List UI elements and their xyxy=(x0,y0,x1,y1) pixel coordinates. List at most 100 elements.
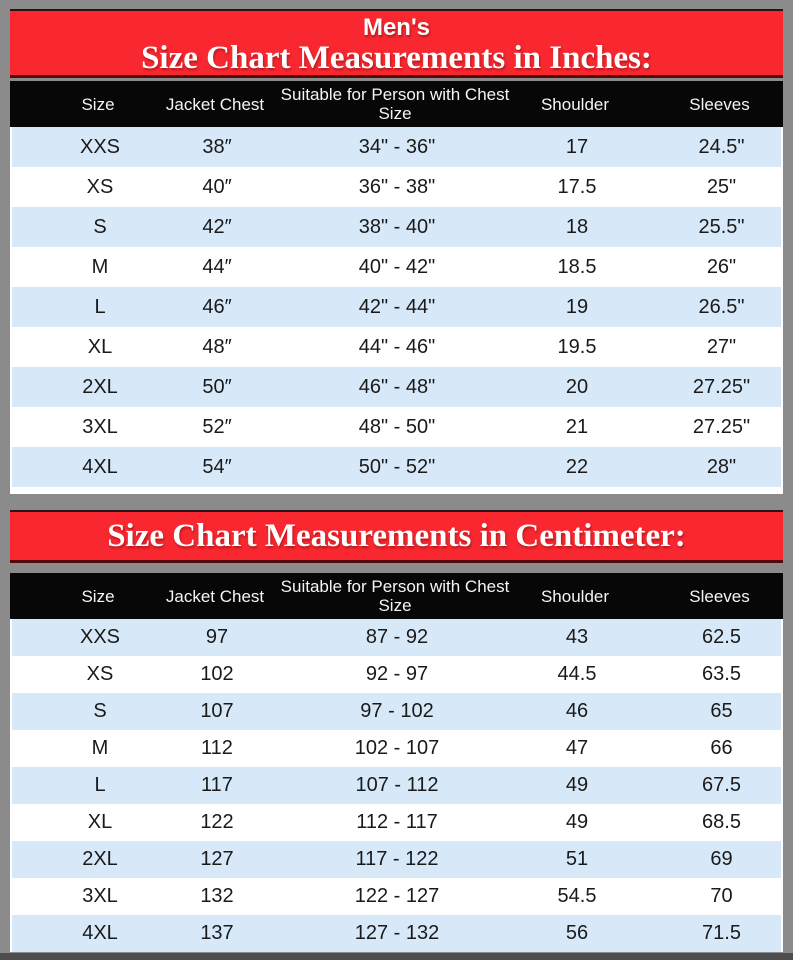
chest-range-cell: 46" - 48" xyxy=(358,375,436,398)
size-cell: 2XL xyxy=(82,375,118,398)
size-cell: XL xyxy=(87,811,113,833)
table-row: 3XL 132 122 - 127 54.5 70 xyxy=(12,878,781,915)
chest-range-cell: 42" - 44" xyxy=(358,295,436,318)
shoulder-cell: 49 xyxy=(565,811,589,833)
table-row: M 44″ 40" - 42" 18.5 26" xyxy=(12,247,781,287)
shoulder-cell: 18.5 xyxy=(557,255,597,278)
sleeves-cell: 26.5" xyxy=(698,295,745,318)
cm-table-header: Size Jacket Chest Suitable for Person wi… xyxy=(10,573,783,619)
table-row: XL 122 112 - 117 49 68.5 xyxy=(12,804,781,841)
table-row: L 117 107 - 112 49 67.5 xyxy=(12,767,781,804)
jacket-chest-cell: 117 xyxy=(201,774,233,796)
sleeves-cell: 63.5 xyxy=(702,663,741,685)
jacket-chest-cell: 48″ xyxy=(202,335,232,358)
chest-range-cell: 87 - 92 xyxy=(365,626,429,648)
shoulder-cell: 54.5 xyxy=(557,885,597,907)
table-row: XXS 38″ 34" - 36" 17 24.5" xyxy=(12,127,781,167)
chest-range-cell: 112 - 117 xyxy=(356,811,438,833)
table-row: L 46″ 42" - 44" 19 26.5" xyxy=(12,287,781,327)
column-header-sleeves: Sleeves xyxy=(689,586,750,606)
shoulder-cell: 17.5 xyxy=(557,175,597,198)
jacket-chest-cell: 127 xyxy=(200,848,234,870)
jacket-chest-cell: 122 xyxy=(200,811,234,833)
size-cell: L xyxy=(94,295,106,318)
jacket-chest-cell: 102 xyxy=(200,663,234,685)
shoulder-cell: 19.5 xyxy=(557,335,597,358)
inches-banner-title: Size Chart Measurements in Inches: xyxy=(141,40,652,76)
shoulder-cell: 21 xyxy=(565,415,589,438)
cm-banner-title: Size Chart Measurements in Centimeter: xyxy=(107,518,686,554)
table-row: XS 40″ 36" - 38" 17.5 25" xyxy=(12,167,781,207)
column-header-sleeves: Sleeves xyxy=(689,94,750,114)
cm-table-body: XXS 97 87 - 92 43 62.5 XS 102 92 - 97 44… xyxy=(10,619,783,952)
shoulder-cell: 56 xyxy=(565,922,589,944)
sleeves-cell: 62.5 xyxy=(702,626,741,648)
jacket-chest-cell: 40″ xyxy=(202,175,232,198)
shoulder-cell: 44.5 xyxy=(557,663,597,685)
sleeves-cell: 25" xyxy=(706,175,737,198)
sleeves-cell: 27.25" xyxy=(692,375,751,398)
column-header-shoulder: Shoulder xyxy=(540,94,610,114)
size-cell: M xyxy=(91,737,109,759)
column-header-shoulder: Shoulder xyxy=(540,586,610,606)
chest-range-cell: 97 - 102 xyxy=(360,700,434,722)
shoulder-cell: 22 xyxy=(565,455,589,478)
chest-range-cell: 107 - 112 xyxy=(355,774,439,796)
table-row: XS 102 92 - 97 44.5 63.5 xyxy=(12,656,781,693)
chest-range-cell: 34" - 36" xyxy=(358,135,436,158)
size-cell: XXS xyxy=(79,626,121,648)
column-header-chest-range: Suitable for Person with Chest Size xyxy=(280,85,510,123)
chest-range-cell: 122 - 127 xyxy=(354,885,440,907)
table-row: S 107 97 - 102 46 65 xyxy=(12,693,781,730)
column-header-jacket-chest: Jacket Chest xyxy=(165,94,265,114)
inches-banner-subtitle: Men's xyxy=(362,14,431,41)
sleeves-cell: 27" xyxy=(706,335,737,358)
shoulder-cell: 18 xyxy=(565,215,589,238)
size-cell: 4XL xyxy=(82,922,118,944)
column-header-size: Size xyxy=(81,586,115,606)
table-row: S 42″ 38" - 40" 18 25.5" xyxy=(12,207,781,247)
chest-range-cell: 92 - 97 xyxy=(365,663,429,685)
sleeves-cell: 25.5" xyxy=(698,215,745,238)
shoulder-cell: 46 xyxy=(565,700,589,722)
jacket-chest-cell: 112 xyxy=(201,737,233,759)
chest-range-cell: 38" - 40" xyxy=(358,215,436,238)
chest-range-cell: 117 - 122 xyxy=(355,848,439,870)
table-row: 4XL 54″ 50" - 52" 22 28" xyxy=(12,447,781,487)
chest-range-cell: 40" - 42" xyxy=(358,255,436,278)
size-cell: M xyxy=(91,255,109,278)
size-cell: 3XL xyxy=(82,885,118,907)
sleeves-cell: 67.5 xyxy=(702,774,741,796)
chest-range-cell: 127 - 132 xyxy=(354,922,440,944)
table-row: 2XL 50″ 46" - 48" 20 27.25" xyxy=(12,367,781,407)
size-cell: XL xyxy=(87,335,113,358)
column-header-chest-range: Suitable for Person with Chest Size xyxy=(280,577,510,615)
jacket-chest-cell: 38″ xyxy=(202,135,232,158)
column-header-size: Size xyxy=(81,94,115,114)
jacket-chest-cell: 132 xyxy=(200,885,234,907)
size-cell: S xyxy=(93,700,107,722)
chest-range-cell: 50" - 52" xyxy=(358,455,436,478)
jacket-chest-cell: 50″ xyxy=(202,375,232,398)
chest-range-cell: 102 - 107 xyxy=(354,737,440,759)
inches-banner: Men's Size Chart Measurements in Inches: xyxy=(10,9,783,78)
sleeves-cell: 68.5 xyxy=(702,811,741,833)
size-cell: 3XL xyxy=(82,415,118,438)
size-cell: 2XL xyxy=(82,848,118,870)
sleeves-cell: 66 xyxy=(710,737,733,759)
shoulder-cell: 51 xyxy=(565,848,589,870)
shoulder-cell: 49 xyxy=(565,774,589,796)
sleeves-cell: 24.5" xyxy=(698,135,745,158)
size-cell: XS xyxy=(86,663,114,685)
sleeves-cell: 69 xyxy=(710,848,733,870)
size-cell: S xyxy=(93,215,107,238)
table-row: XXS 97 87 - 92 43 62.5 xyxy=(12,619,781,656)
shoulder-cell: 17 xyxy=(565,135,589,158)
shoulder-cell: 19 xyxy=(565,295,589,318)
column-header-jacket-chest: Jacket Chest xyxy=(165,586,265,606)
jacket-chest-cell: 42″ xyxy=(202,215,232,238)
chest-range-cell: 44" - 46" xyxy=(358,335,436,358)
jacket-chest-cell: 44″ xyxy=(202,255,232,278)
jacket-chest-cell: 54″ xyxy=(202,455,232,478)
